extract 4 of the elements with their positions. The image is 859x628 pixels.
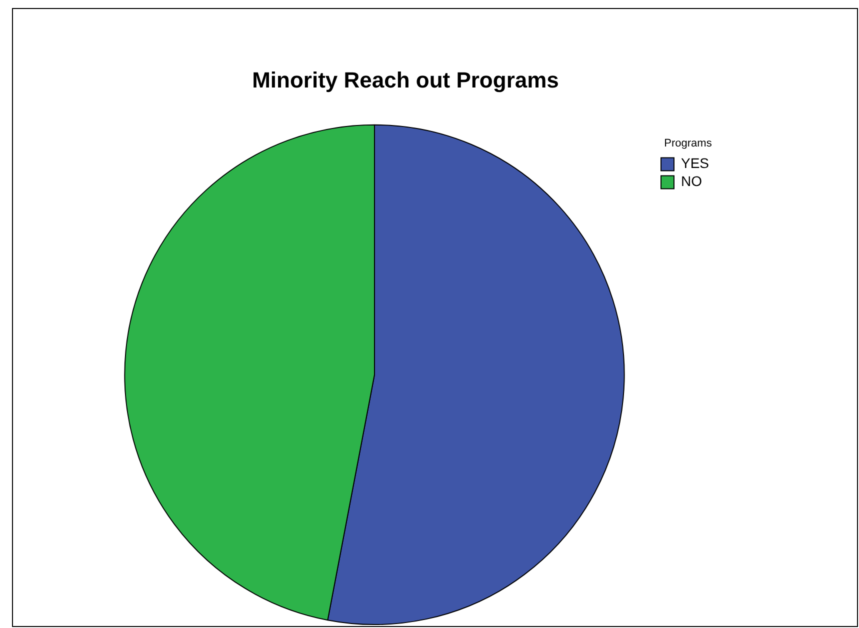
legend-label: NO [680,173,702,190]
legend-title: Programs [664,138,712,150]
chart-title: Minority Reach out Programs [252,67,559,92]
legend-label: YES [680,155,709,172]
